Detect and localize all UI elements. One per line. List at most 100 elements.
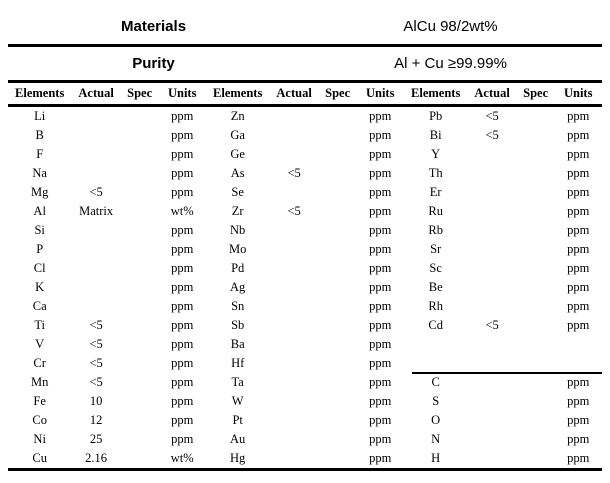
element-cell: Sc <box>429 261 442 275</box>
element-cell: Si <box>34 223 45 237</box>
column-header: Spec <box>325 86 351 100</box>
units-cell: ppm <box>567 109 590 123</box>
materials-label: Materials <box>121 18 187 35</box>
actual-cell: 2.16 <box>85 451 108 465</box>
actual-cell: <5 <box>485 128 499 142</box>
element-cell: Rh <box>428 299 443 313</box>
element-cell: Zr <box>231 204 244 218</box>
table-row: Pd ppm <box>206 259 404 278</box>
horizontal-rule <box>8 44 602 47</box>
element-cell: Na <box>32 166 47 180</box>
units-cell: ppm <box>369 261 392 275</box>
units-cell: ppm <box>567 375 590 389</box>
units-cell: ppm <box>567 318 590 332</box>
table-row: Au ppm <box>206 430 404 449</box>
table-row: Zn ppm <box>206 107 404 126</box>
element-cell: Y <box>431 147 441 161</box>
units-cell: ppm <box>369 413 392 427</box>
table-row <box>404 335 602 354</box>
column-header: Elements <box>411 86 461 100</box>
units-cell: ppm <box>171 261 194 275</box>
units-cell: ppm <box>171 128 194 142</box>
element-cell: Sn <box>231 299 245 313</box>
table-row: Fe 10 ppm <box>8 392 206 411</box>
units-cell: ppm <box>369 185 392 199</box>
units-cell: wt% <box>170 451 194 465</box>
element-cell: Ga <box>230 128 245 142</box>
table-row: Sr ppm <box>404 240 602 259</box>
purity-value: Al + Cu ≥99.99% <box>394 55 507 72</box>
table-row: Si ppm <box>8 221 206 240</box>
column-group: Zn ppm Ga ppm Ge ppm As <5 ppm Se ppm Zr <5 ppm Nb ppm M… <box>206 107 404 468</box>
units-cell: wt% <box>170 204 194 218</box>
element-cell: Zn <box>230 109 245 123</box>
element-cell: S <box>432 394 440 408</box>
table-row: Ca ppm <box>8 297 206 316</box>
element-cell: K <box>35 280 45 294</box>
table-row: Er ppm <box>404 183 602 202</box>
element-cell: Cu <box>32 451 47 465</box>
units-cell: ppm <box>567 432 590 446</box>
table-row: Mg <5 ppm <box>8 183 206 202</box>
table-row: Li ppm <box>8 107 206 126</box>
purity-label: Purity <box>132 55 175 72</box>
actual-cell: Matrix <box>79 204 114 218</box>
table-row: Nb ppm <box>206 221 404 240</box>
units-cell: ppm <box>171 432 194 446</box>
element-cell: Hf <box>231 356 245 370</box>
column-header: Actual <box>78 86 114 100</box>
element-cell: Se <box>231 185 244 199</box>
table-row: Ni 25 ppm <box>8 430 206 449</box>
units-cell: ppm <box>369 432 392 446</box>
units-cell: ppm <box>567 204 590 218</box>
table-row: Al Matrix wt% <box>8 202 206 221</box>
table-row: Cu 2.16 wt% <box>8 449 206 468</box>
actual-cell: 25 <box>89 432 103 446</box>
element-cell: Nb <box>230 223 246 237</box>
units-cell: ppm <box>369 128 392 142</box>
table-row: V <5 ppm <box>8 335 206 354</box>
table-row: Na ppm <box>8 164 206 183</box>
table-row: Ba ppm <box>206 335 404 354</box>
units-cell: ppm <box>171 299 194 313</box>
column-header: Elements <box>213 86 263 100</box>
table-row: Cr <5 ppm <box>8 354 206 373</box>
units-cell: ppm <box>567 394 590 408</box>
column-header: Spec <box>127 86 153 100</box>
table-row: Ge ppm <box>206 145 404 164</box>
units-cell: ppm <box>567 242 590 256</box>
table-row: Cl ppm <box>8 259 206 278</box>
column-header: Actual <box>276 86 312 100</box>
table-row: Cd <5 ppm <box>404 316 602 335</box>
units-cell: ppm <box>171 147 194 161</box>
table-row: Co 12 ppm <box>8 411 206 430</box>
element-cell: V <box>35 337 45 351</box>
element-cell: Hg <box>230 451 246 465</box>
element-cell: Ru <box>428 204 443 218</box>
units-cell: ppm <box>567 261 590 275</box>
units-cell: ppm <box>369 242 392 256</box>
actual-cell: <5 <box>485 318 499 332</box>
table-row: Be ppm <box>404 278 602 297</box>
element-cell: H <box>431 451 441 465</box>
table-row: Ga ppm <box>206 126 404 145</box>
units-cell: ppm <box>369 451 392 465</box>
units-cell: ppm <box>171 318 194 332</box>
actual-cell: 12 <box>89 413 103 427</box>
element-cell: Er <box>429 185 442 199</box>
units-cell: ppm <box>369 147 392 161</box>
column-header: Actual <box>474 86 510 100</box>
units-cell: ppm <box>171 185 194 199</box>
element-cell: Bi <box>429 128 442 142</box>
